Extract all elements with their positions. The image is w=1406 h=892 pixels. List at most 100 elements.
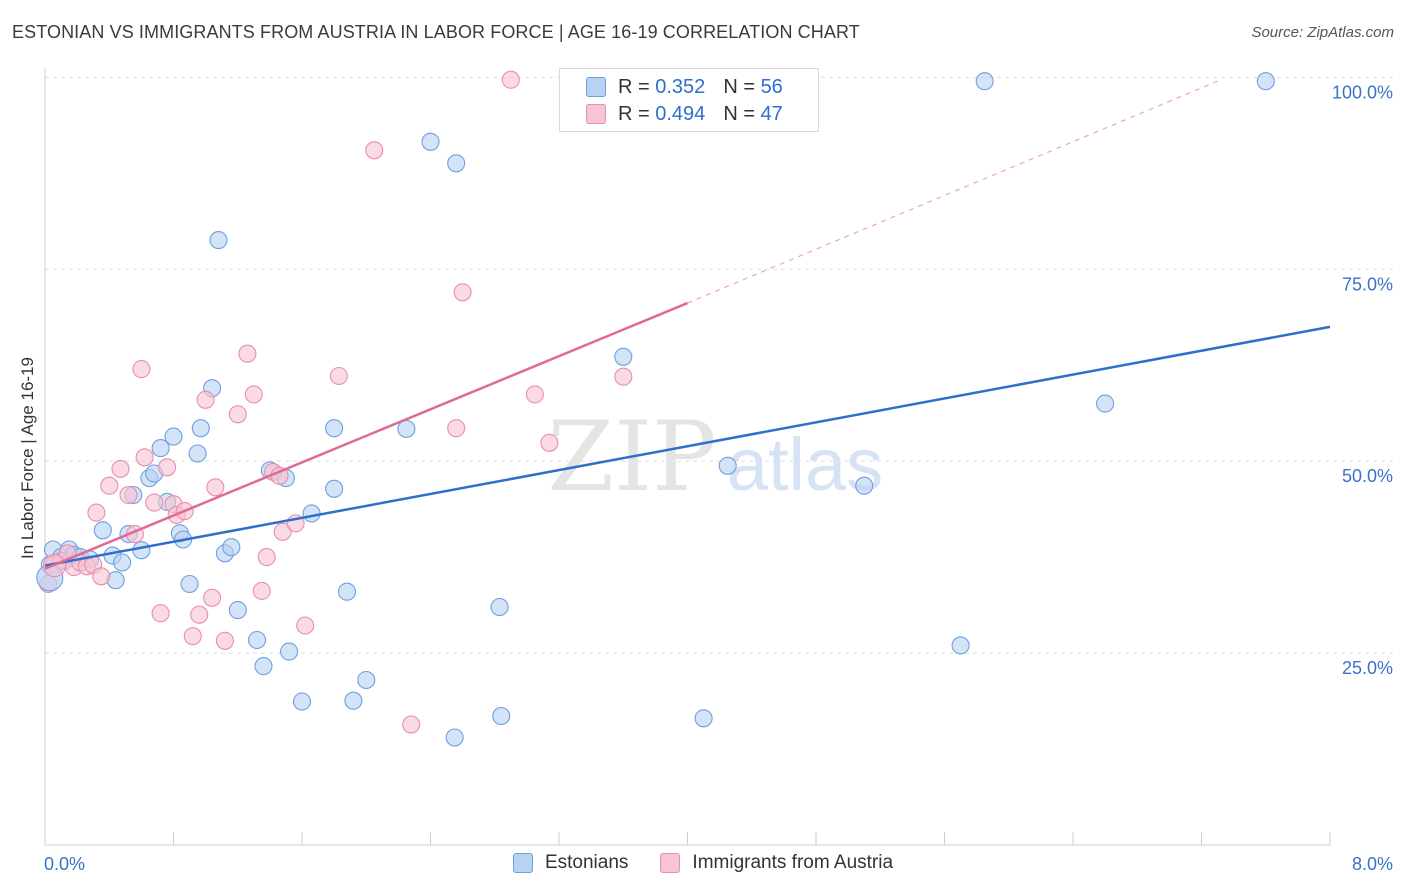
n-label: N = (723, 102, 755, 125)
point-austria (329, 366, 348, 386)
r-label: R = (618, 102, 650, 125)
point-austria (447, 419, 466, 438)
point-estonians (188, 444, 207, 463)
n-value: 56 (760, 75, 783, 98)
series-legend: Estonians Immigrants from Austria (0, 852, 1406, 874)
point-austria (540, 433, 559, 452)
point-austria (501, 70, 520, 89)
legend-swatch-austria (660, 853, 681, 873)
point-austria (135, 448, 154, 467)
point-estonians (113, 553, 132, 572)
chart-source: Source: ZipAtlas.com (1251, 24, 1394, 41)
point-estonians (421, 132, 440, 151)
point-austria (92, 567, 111, 586)
point-estonians (209, 231, 228, 250)
point-estonians (975, 72, 994, 91)
point-estonians (93, 521, 112, 540)
stats-row-estonians: R = 0.352 N = 56 (586, 75, 783, 99)
legend-item-austria[interactable]: Immigrants from Austria (660, 852, 893, 874)
point-austria (111, 459, 130, 478)
point-estonians (614, 347, 633, 366)
point-estonians (1256, 72, 1275, 91)
point-estonians (247, 630, 267, 650)
point-estonians (855, 476, 874, 495)
legend-item-estonians[interactable]: Estonians (512, 852, 629, 874)
point-austria (252, 581, 271, 600)
trend-line-estonians (44, 325, 1331, 567)
point-austria (228, 405, 247, 424)
trend-lines (44, 80, 1331, 570)
swatch-austria (586, 104, 606, 124)
x-tick-label: 8.0% (1352, 854, 1393, 874)
point-austria (151, 604, 170, 623)
stats-legend: R = 0.352 N = 56 R = 0.494 N = 47 (559, 68, 819, 132)
point-austria (190, 605, 209, 624)
r-value: 0.494 (655, 102, 706, 125)
point-austria (100, 476, 119, 495)
point-austria (183, 627, 202, 646)
point-estonians (445, 728, 464, 747)
point-estonians (344, 691, 363, 710)
point-austria (215, 631, 234, 650)
point-estonians (164, 427, 183, 446)
point-estonians (490, 597, 509, 617)
point-estonians (951, 636, 970, 655)
point-estonians (280, 642, 299, 661)
legend-label-austria: Immigrants from Austria (692, 852, 894, 873)
point-estonians (292, 692, 312, 711)
point-estonians (180, 574, 199, 594)
point-estonians (132, 541, 151, 560)
point-austria (257, 548, 276, 567)
point-austria (296, 616, 315, 635)
r-value: 0.352 (655, 75, 706, 98)
point-estonians (228, 601, 247, 620)
point-estonians (337, 582, 357, 601)
point-austria (365, 141, 384, 160)
point-estonians (694, 709, 713, 728)
point-austria (402, 715, 421, 734)
point-estonians (1096, 394, 1115, 413)
point-austria (87, 503, 106, 522)
y-axis-label: In Labor Force | Age 16-19 (18, 357, 37, 559)
grid-lines (45, 76, 1395, 654)
point-estonians (447, 154, 466, 173)
stats-row-austria: R = 0.494 N = 47 (586, 102, 783, 126)
legend-swatch-estonians (512, 853, 533, 873)
legend-label-estonians: Estonians (544, 852, 629, 873)
point-austria (132, 360, 151, 379)
point-estonians (151, 439, 170, 458)
point-estonians (191, 419, 210, 438)
point-austria (453, 283, 472, 302)
point-estonians (325, 479, 344, 498)
chart-title: ESTONIAN VS IMMIGRANTS FROM AUSTRIA IN L… (12, 22, 860, 42)
point-estonians (492, 706, 511, 726)
y-tick-label: 75.0% (1342, 274, 1393, 294)
point-austria (158, 458, 177, 477)
axes (44, 68, 1331, 846)
point-estonians (302, 504, 321, 523)
point-estonians (222, 538, 241, 557)
y-tick-label: 50.0% (1342, 466, 1393, 486)
point-austria (614, 367, 633, 386)
point-austria (196, 390, 215, 409)
point-austria (244, 385, 263, 404)
point-austria (203, 588, 222, 607)
point-austria (145, 493, 164, 512)
point-estonians (254, 657, 273, 676)
point-estonians (718, 456, 737, 475)
watermark-atlas: atlas (727, 423, 883, 506)
point-austria (525, 385, 544, 404)
r-label: R = (618, 75, 650, 98)
point-estonians (325, 419, 344, 438)
point-austria (273, 522, 292, 541)
point-austria (119, 485, 138, 505)
y-tick-label: 100.0% (1332, 82, 1393, 102)
x-tick-label: 0.0% (44, 854, 85, 874)
swatch-estonians (586, 77, 606, 97)
point-austria (206, 478, 225, 497)
trend-line-austria (44, 301, 688, 570)
tick-labels: 25.0% 50.0% 75.0% 100.0% 0.0% 8.0% (44, 82, 1393, 874)
n-value: 47 (760, 102, 783, 125)
point-austria (238, 344, 257, 363)
